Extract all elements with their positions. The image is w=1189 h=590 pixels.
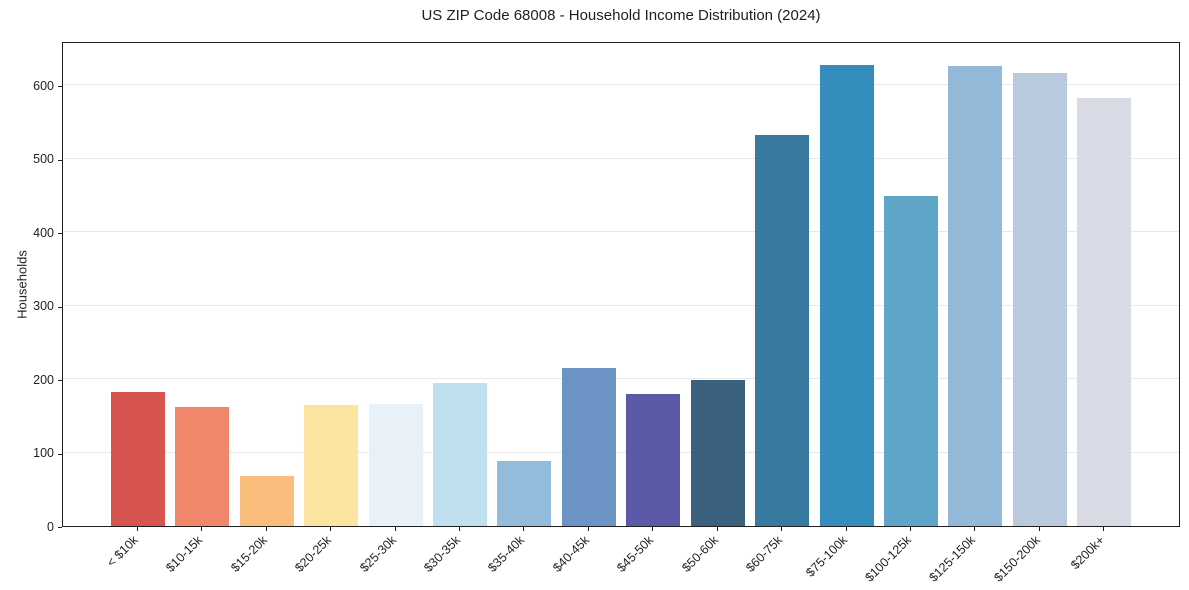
bar-200k — [1077, 98, 1131, 526]
x-tick-label: < $10k — [104, 533, 141, 570]
y-tick-label: 500 — [33, 152, 54, 166]
y-tick-mark — [58, 160, 62, 161]
x-tick-mark — [1039, 527, 1040, 531]
gridline-y-100 — [63, 452, 1179, 453]
bar-10-15k — [175, 407, 229, 526]
y-tick-mark — [58, 454, 62, 455]
x-tick-mark — [137, 527, 138, 531]
x-tick-mark — [910, 527, 911, 531]
x-tick-label: $20-25k — [292, 533, 334, 575]
bar-60-75k — [755, 135, 809, 526]
x-tick-label: $15-20k — [228, 533, 270, 575]
bar-150-200k — [1013, 73, 1067, 526]
x-tick-mark — [201, 527, 202, 531]
gridline-y-600 — [63, 84, 1179, 85]
x-tick-mark — [1103, 527, 1104, 531]
bar-15-20k — [240, 476, 294, 526]
bar-10k — [111, 392, 165, 526]
bar-75-100k — [820, 65, 874, 526]
x-tick-mark — [266, 527, 267, 531]
x-tick-mark — [781, 527, 782, 531]
x-tick-label: $50-60k — [679, 533, 721, 575]
x-tick-mark — [459, 527, 460, 531]
y-tick-label: 200 — [33, 373, 54, 387]
x-tick-mark — [588, 527, 589, 531]
y-tick-label: 400 — [33, 226, 54, 240]
x-tick-label: $125-150k — [926, 533, 978, 585]
x-tick-label: $60-75k — [743, 533, 785, 575]
x-tick-mark — [330, 527, 331, 531]
gridline-y-300 — [63, 305, 1179, 306]
x-tick-label: $35-40k — [485, 533, 527, 575]
y-tick-label: 0 — [47, 520, 54, 534]
gridline-y-500 — [63, 158, 1179, 159]
bar-35-40k — [497, 461, 551, 526]
bar-45-50k — [626, 394, 680, 526]
x-tick-label: $200k+ — [1067, 533, 1107, 573]
bar-30-35k — [433, 383, 487, 526]
y-axis-label: Households — [14, 250, 30, 319]
bar-25-30k — [369, 404, 423, 526]
x-tick-mark — [395, 527, 396, 531]
x-tick-label: $75-100k — [803, 533, 850, 580]
gridline-y-200 — [63, 378, 1179, 379]
y-tick-label: 600 — [33, 79, 54, 93]
x-tick-label: $100-125k — [862, 533, 914, 585]
bar-40-45k — [562, 368, 616, 526]
y-tick-label: 100 — [33, 446, 54, 460]
chart-title: US ZIP Code 68008 - Household Income Dis… — [421, 7, 821, 24]
bar-50-60k — [691, 380, 745, 526]
gridline-y-400 — [63, 231, 1179, 232]
x-tick-label: $45-50k — [614, 533, 656, 575]
bar-125-150k — [948, 66, 1002, 526]
bar-100-125k — [884, 196, 938, 526]
x-tick-mark — [523, 527, 524, 531]
x-tick-label: $150-200k — [991, 533, 1043, 585]
x-tick-mark — [717, 527, 718, 531]
x-tick-label: $25-30k — [357, 533, 399, 575]
plot-area — [62, 42, 1180, 527]
y-tick-mark — [58, 86, 62, 87]
y-tick-mark — [58, 527, 62, 528]
x-tick-mark — [652, 527, 653, 531]
x-tick-label: $30-35k — [421, 533, 463, 575]
x-tick-mark — [974, 527, 975, 531]
x-tick-label: $10-15k — [163, 533, 205, 575]
x-tick-mark — [846, 527, 847, 531]
bar-20-25k — [304, 405, 358, 526]
x-tick-label: $40-45k — [550, 533, 592, 575]
y-tick-label: 300 — [33, 299, 54, 313]
y-tick-mark — [58, 307, 62, 308]
y-tick-mark — [58, 233, 62, 234]
y-tick-mark — [58, 380, 62, 381]
